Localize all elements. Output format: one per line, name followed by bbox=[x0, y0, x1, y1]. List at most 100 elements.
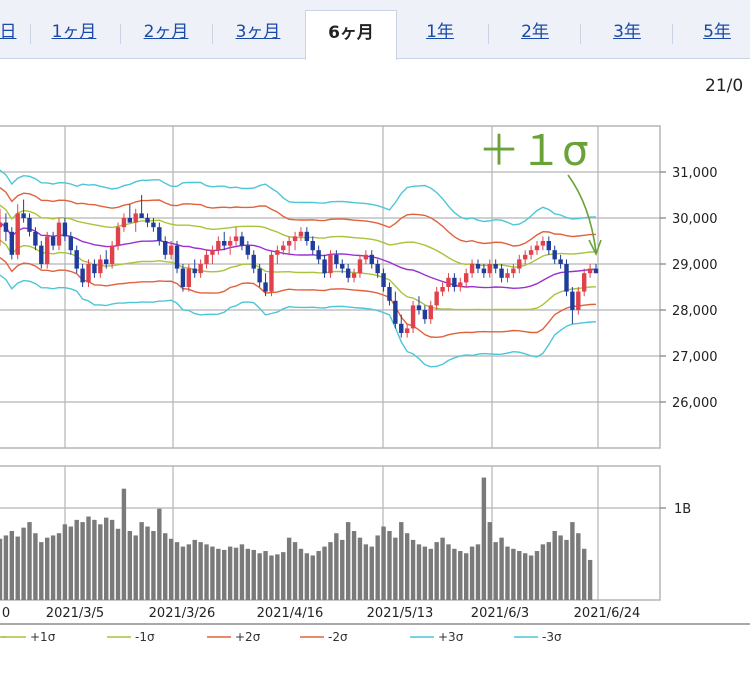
candle-body bbox=[269, 254, 274, 292]
candle-body bbox=[534, 245, 540, 251]
volume-bar bbox=[204, 544, 209, 600]
candle-body bbox=[540, 241, 546, 246]
candle-body bbox=[163, 241, 168, 255]
volume-bar bbox=[511, 548, 516, 600]
candle-body bbox=[263, 282, 268, 292]
volume-bar bbox=[50, 535, 56, 600]
volume-bar bbox=[174, 542, 180, 600]
candle-body bbox=[21, 213, 26, 218]
candle-body bbox=[316, 250, 321, 260]
sigma-annotation: ＋１σ bbox=[478, 126, 589, 175]
volume-bar bbox=[98, 524, 103, 600]
tab-separator bbox=[212, 24, 213, 44]
candle-body bbox=[570, 291, 575, 310]
plus-3-sigma-line bbox=[0, 169, 597, 226]
volume-bar bbox=[328, 542, 333, 600]
candle-body bbox=[56, 222, 62, 246]
x-tick-label: 2021/6/3 bbox=[471, 606, 529, 621]
tab-5-years[interactable]: 5年 bbox=[703, 22, 731, 42]
volume-bar bbox=[505, 546, 510, 600]
y-tick-label: 26,000 bbox=[672, 396, 718, 411]
candle-body bbox=[328, 254, 333, 274]
volume-bar bbox=[552, 530, 557, 600]
tab-1-month[interactable]: 1ヶ月 bbox=[51, 22, 97, 42]
volume-bar bbox=[3, 535, 9, 600]
candle-body bbox=[204, 254, 209, 264]
volume-bar bbox=[115, 528, 121, 600]
candle-body bbox=[564, 264, 569, 292]
volume-bar bbox=[127, 530, 133, 600]
candle-body bbox=[552, 250, 557, 260]
candle-body bbox=[257, 268, 262, 283]
volume-bar bbox=[399, 522, 404, 600]
candle-body bbox=[304, 231, 310, 241]
tab-6-months[interactable]: 6ヶ月 bbox=[305, 10, 397, 60]
period-tab-bar: 日 1ヶ月 2ヶ月 3ヶ月 6ヶ月 1年 2年 3年 5年 bbox=[0, 0, 750, 60]
tab-3-years[interactable]: 3年 bbox=[613, 22, 641, 42]
volume-bar bbox=[351, 530, 357, 600]
volume-bar bbox=[292, 542, 298, 600]
candle-body bbox=[481, 268, 487, 274]
volume-bar bbox=[570, 522, 575, 600]
candle-body bbox=[576, 291, 581, 310]
candle-body bbox=[487, 264, 492, 274]
volume-bar bbox=[74, 519, 79, 600]
candle-body bbox=[86, 264, 91, 283]
candle-body bbox=[558, 259, 563, 264]
volume-bar bbox=[422, 546, 428, 600]
volume-bar bbox=[269, 555, 274, 600]
tab-2-months[interactable]: 2ヶ月 bbox=[143, 22, 189, 42]
candle-body bbox=[127, 218, 133, 223]
candle-body bbox=[511, 268, 516, 274]
volume-bar bbox=[0, 538, 3, 600]
volume-bar bbox=[186, 544, 192, 600]
candle-body bbox=[50, 236, 56, 246]
tab-day[interactable]: 日 bbox=[0, 22, 17, 42]
x-tick-label: 2021/6/24 bbox=[574, 606, 641, 621]
candle-body bbox=[334, 254, 339, 264]
candle-body bbox=[357, 259, 363, 274]
volume-bar bbox=[499, 537, 504, 600]
tab-3-months[interactable]: 3ヶ月 bbox=[235, 22, 281, 42]
minus-3-sigma-line bbox=[0, 274, 597, 368]
candle-body bbox=[216, 241, 221, 251]
candle-body bbox=[74, 250, 79, 269]
volume-bar bbox=[168, 538, 174, 600]
candle-body bbox=[528, 250, 534, 255]
y-tick-label: 30,000 bbox=[672, 212, 718, 227]
volume-bar bbox=[493, 542, 498, 600]
volume-bar bbox=[564, 539, 569, 600]
volume-bar bbox=[310, 555, 315, 600]
candle-body bbox=[375, 264, 380, 274]
volume-bar bbox=[27, 522, 32, 600]
volume-bar bbox=[322, 546, 327, 600]
candle-body bbox=[92, 264, 97, 274]
volume-bar bbox=[15, 536, 20, 600]
volume-bar bbox=[104, 517, 109, 600]
tab-separator bbox=[120, 24, 121, 44]
volume-bar bbox=[576, 533, 581, 600]
candle-body bbox=[363, 254, 369, 260]
candle-body bbox=[198, 264, 203, 274]
volume-bar bbox=[45, 537, 50, 600]
volume-bar bbox=[80, 522, 85, 600]
candle-body bbox=[275, 250, 280, 255]
candle-body bbox=[104, 259, 109, 264]
volume-bar bbox=[210, 546, 215, 600]
candle-body bbox=[168, 245, 174, 255]
volume-bar bbox=[481, 477, 487, 600]
candle-body bbox=[517, 259, 522, 269]
volume-bar bbox=[381, 526, 386, 600]
volume-bar bbox=[257, 553, 262, 600]
tab-2-years[interactable]: 2年 bbox=[521, 22, 549, 42]
candle-body bbox=[239, 236, 245, 246]
tab-1-year[interactable]: 1年 bbox=[426, 22, 454, 42]
candle-body bbox=[416, 305, 422, 310]
volume-bar bbox=[275, 554, 280, 600]
legend-label: +1σ bbox=[30, 630, 56, 644]
candle-body bbox=[68, 236, 74, 251]
volume-bar bbox=[528, 555, 534, 600]
volume-bar bbox=[416, 544, 422, 600]
volume-bar bbox=[151, 530, 156, 600]
volume-bar bbox=[540, 544, 546, 600]
